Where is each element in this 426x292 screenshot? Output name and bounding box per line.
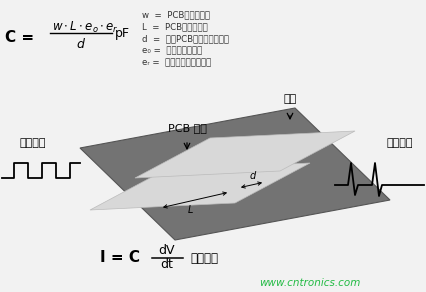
Text: PCB 走线: PCB 走线	[167, 123, 206, 133]
Text: 输入电压: 输入电压	[20, 138, 46, 148]
Text: eᵣ =  基板的相对介电常数: eᵣ = 基板的相对介电常数	[142, 58, 211, 67]
Polygon shape	[135, 131, 354, 178]
Text: d: d	[76, 37, 84, 51]
Text: L: L	[187, 205, 192, 215]
Text: d  =  两条PCB走线之间的距离: d = 两条PCB走线之间的距离	[142, 34, 228, 43]
Text: www.cntronics.com: www.cntronics.com	[259, 278, 360, 288]
Text: dV: dV	[158, 244, 175, 258]
Polygon shape	[80, 108, 389, 240]
Text: 耦合电流: 耦合电流	[386, 138, 412, 148]
Text: C =: C =	[5, 30, 34, 46]
Text: 地线: 地线	[283, 94, 296, 104]
Text: w  =  PCB走线的厚度: w = PCB走线的厚度	[142, 10, 210, 19]
Polygon shape	[90, 163, 309, 210]
Text: L  =  PCB走线的长度: L = PCB走线的长度	[142, 22, 207, 31]
Text: I = C: I = C	[100, 251, 140, 265]
Text: pF: pF	[115, 27, 130, 39]
Text: dt: dt	[160, 258, 173, 272]
Text: e₀ =  空气的介电常数: e₀ = 空气的介电常数	[142, 46, 202, 55]
Text: （安培）: （安培）	[190, 251, 218, 265]
Text: $\mathit{w} \cdot \mathit{L} \cdot e_o \cdot e_r$: $\mathit{w} \cdot \mathit{L} \cdot e_o \…	[52, 20, 118, 34]
Text: d: d	[249, 171, 256, 181]
